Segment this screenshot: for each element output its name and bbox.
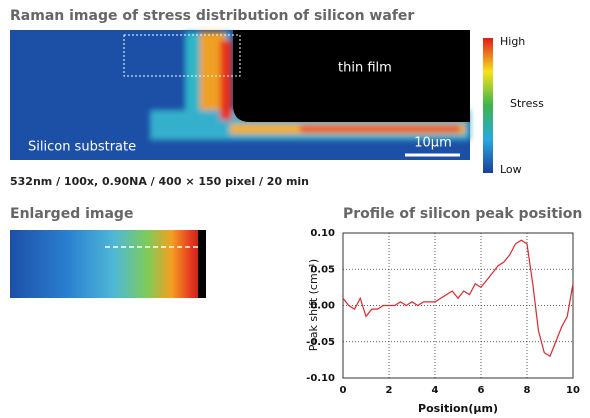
scale-label: 10µm [414, 136, 451, 151]
y-tick-label: -0.10 [306, 373, 335, 384]
x-tick-label: 6 [478, 385, 485, 396]
x-axis-label: Position(µm) [418, 402, 498, 415]
film-label: thin film [338, 61, 392, 76]
y-tick-label: 0.05 [310, 264, 335, 275]
conditions: 532nm / 100x, 0.90NA / 400 × 150 pixel /… [10, 175, 309, 188]
y-tick-label: 0.10 [310, 228, 335, 239]
colorbar-low: Low [500, 163, 522, 176]
substrate-label: Silicon substrate [28, 140, 136, 155]
enlarged-image [10, 230, 200, 298]
header-title: Raman image of stress distribution of si… [10, 8, 414, 24]
colorbar-middle: Stress [510, 97, 544, 110]
enlarged-film [198, 230, 206, 298]
x-tick-label: 8 [524, 385, 531, 396]
data-line [343, 240, 573, 356]
chart-title: Profile of silicon peak position [343, 206, 582, 222]
y-tick-label: -0.05 [306, 337, 335, 348]
colorbar [483, 38, 493, 173]
colorbar-high: High [500, 35, 525, 48]
y-tick-label: 0.00 [310, 301, 335, 312]
x-tick-label: 2 [386, 385, 393, 396]
x-tick-label: 0 [340, 385, 347, 396]
x-tick-label: 10 [566, 385, 580, 396]
page: Raman image of stress distribution of si… [0, 0, 590, 418]
thin-film [233, 30, 470, 122]
enlarged-title: Enlarged image [10, 206, 133, 222]
x-tick-label: 4 [432, 385, 439, 396]
